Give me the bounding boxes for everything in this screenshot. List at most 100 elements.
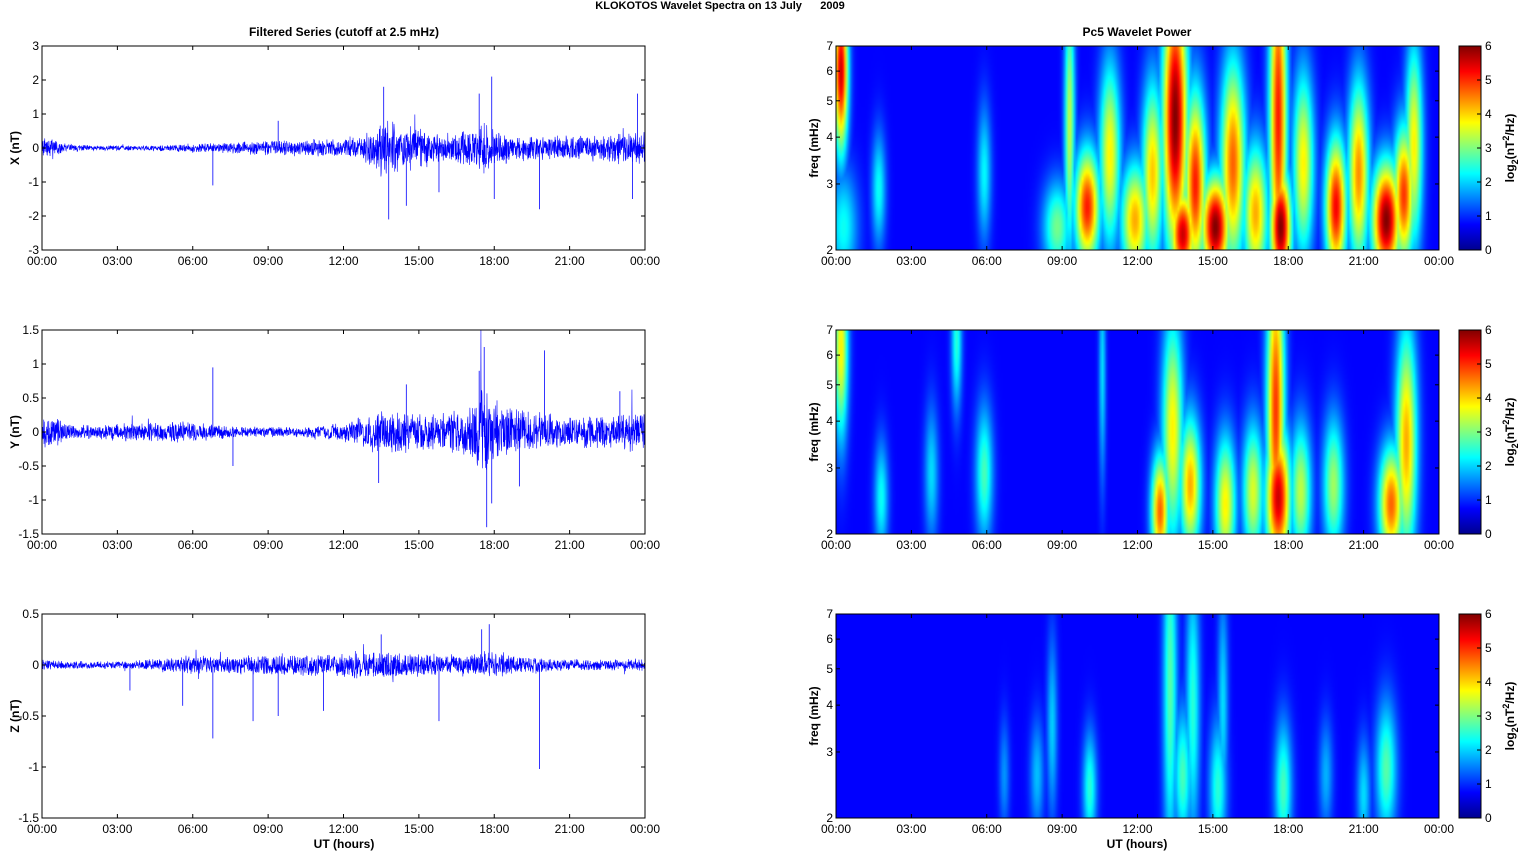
y-tick-label: -3 bbox=[28, 243, 39, 257]
y-tick-label: -1 bbox=[28, 760, 39, 774]
y-axis-label: Y (nT) bbox=[8, 415, 22, 449]
x-tick-label: 18:00 bbox=[479, 538, 509, 552]
colorbar-label: log2(nT2/Hz) bbox=[1501, 114, 1520, 183]
y-tick-label: -0.5 bbox=[18, 709, 39, 723]
colorbar-label-part: /Hz) bbox=[1503, 398, 1517, 420]
y-tick-label: 1 bbox=[32, 357, 39, 371]
y-tick-label: -1 bbox=[28, 493, 39, 507]
x-tick-label: 09:00 bbox=[1047, 254, 1077, 268]
y-tick-label: 4 bbox=[826, 130, 833, 144]
colorbar-label-part: (nT bbox=[1503, 424, 1517, 443]
x-tick-label: 21:00 bbox=[555, 254, 585, 268]
y-tick-label: 5 bbox=[826, 662, 833, 676]
colorbar-tick-label: 3 bbox=[1485, 425, 1492, 439]
x-tick-label: 09:00 bbox=[253, 538, 283, 552]
colorbar-tick-label: 6 bbox=[1485, 39, 1492, 53]
colorbar-tick-label: 6 bbox=[1485, 323, 1492, 337]
colorbar-tick-label: 0 bbox=[1485, 243, 1492, 257]
x-tick-label: 15:00 bbox=[404, 254, 434, 268]
colorbar-label-part: 2 bbox=[1510, 727, 1520, 732]
x-tick-label: 18:00 bbox=[1273, 254, 1303, 268]
x-tick-label: 12:00 bbox=[328, 822, 358, 836]
y-tick-label: 1.5 bbox=[22, 323, 39, 337]
x-tick-label: 00:00 bbox=[630, 254, 660, 268]
right-column-title: Pc5 Wavelet Power bbox=[1083, 25, 1192, 39]
wavelet-power-image bbox=[836, 330, 1439, 534]
y-tick-label: 6 bbox=[826, 348, 833, 362]
x-tick-label: 00:00 bbox=[821, 822, 851, 836]
colorbar-label-part: log bbox=[1503, 164, 1517, 182]
x-tick-label: 00:00 bbox=[27, 822, 57, 836]
x-tick-label: 21:00 bbox=[555, 822, 585, 836]
y-tick-label: 3 bbox=[32, 39, 39, 53]
y-tick-label: 2 bbox=[826, 811, 833, 825]
y-tick-label: -0.5 bbox=[18, 459, 39, 473]
x-tick-label: 15:00 bbox=[1198, 538, 1228, 552]
colorbar-label-part: /Hz) bbox=[1503, 682, 1517, 704]
x-tick-label: 00:00 bbox=[27, 538, 57, 552]
y-axis-label: freq (mHz) bbox=[807, 118, 821, 177]
x-tick-label: 21:00 bbox=[1349, 538, 1379, 552]
x-tick-label: 00:00 bbox=[1424, 822, 1454, 836]
colorbar-tick-label: 0 bbox=[1485, 811, 1492, 825]
colorbar-tick-label: 3 bbox=[1485, 141, 1492, 155]
x-tick-label: 12:00 bbox=[328, 254, 358, 268]
colorbar-tick-label: 4 bbox=[1485, 391, 1492, 405]
x-tick-label: 18:00 bbox=[479, 254, 509, 268]
y-tick-label: 3 bbox=[826, 461, 833, 475]
x-tick-label: 06:00 bbox=[178, 538, 208, 552]
y-tick-label: 2 bbox=[32, 73, 39, 87]
y-tick-label: 0.5 bbox=[22, 391, 39, 405]
plot-area bbox=[42, 614, 645, 818]
colorbar-label-part: 2 bbox=[1510, 443, 1520, 448]
colorbar-tick-label: 5 bbox=[1485, 641, 1492, 655]
colorbar-label-part: 2 bbox=[1501, 136, 1511, 141]
colorbar-tick-label: 5 bbox=[1485, 73, 1492, 87]
y-tick-label: 5 bbox=[826, 94, 833, 108]
x-tick-label: 21:00 bbox=[555, 538, 585, 552]
x-tick-label: 00:00 bbox=[1424, 538, 1454, 552]
colorbar-label-part: 2 bbox=[1510, 159, 1520, 164]
series-line bbox=[41, 114, 646, 177]
y-tick-label: 3 bbox=[826, 177, 833, 191]
left-column-title: Filtered Series (cutoff at 2.5 mHz) bbox=[249, 25, 439, 39]
y-tick-label: 2 bbox=[826, 527, 833, 541]
y-tick-label: 7 bbox=[826, 607, 833, 621]
y-tick-label: 0.5 bbox=[22, 607, 39, 621]
x-tick-label: 09:00 bbox=[253, 822, 283, 836]
y-tick-label: 0 bbox=[32, 425, 39, 439]
x-tick-label: 12:00 bbox=[1122, 538, 1152, 552]
colorbar-tick-label: 3 bbox=[1485, 709, 1492, 723]
x-tick-label: 15:00 bbox=[1198, 254, 1228, 268]
colorbar-label-part: /Hz) bbox=[1503, 114, 1517, 136]
y-tick-label: 6 bbox=[826, 632, 833, 646]
x-tick-label: 03:00 bbox=[896, 822, 926, 836]
y-tick-label: -1.5 bbox=[18, 527, 39, 541]
y-axis-label: freq (mHz) bbox=[807, 686, 821, 745]
y-tick-label: 0 bbox=[32, 658, 39, 672]
x-tick-label: 12:00 bbox=[1122, 254, 1152, 268]
x-tick-label: 06:00 bbox=[972, 538, 1002, 552]
timeseries-panel-z: 0.50-0.5-1-1.500:00 03:00 06:00 09:00 12:00 1… bbox=[8, 607, 660, 836]
x-tick-label: 12:00 bbox=[328, 538, 358, 552]
y-tick-label: -1.5 bbox=[18, 811, 39, 825]
x-tick-label: 03:00 bbox=[102, 254, 132, 268]
colorbar-tick-label: 5 bbox=[1485, 357, 1492, 371]
x-tick-label: 15:00 bbox=[404, 822, 434, 836]
x-tick-label: 00:00 bbox=[1424, 254, 1454, 268]
y-tick-label: 1 bbox=[32, 107, 39, 121]
y-tick-label: 5 bbox=[826, 378, 833, 392]
x-tick-label: 15:00 bbox=[1198, 822, 1228, 836]
x-tick-label: 00:00 bbox=[821, 538, 851, 552]
x-tick-label: 09:00 bbox=[253, 254, 283, 268]
y-tick-label: 7 bbox=[826, 39, 833, 53]
y-tick-label: -1 bbox=[28, 175, 39, 189]
colorbar-tick-label: 6 bbox=[1485, 607, 1492, 621]
x-tick-label: 03:00 bbox=[896, 538, 926, 552]
